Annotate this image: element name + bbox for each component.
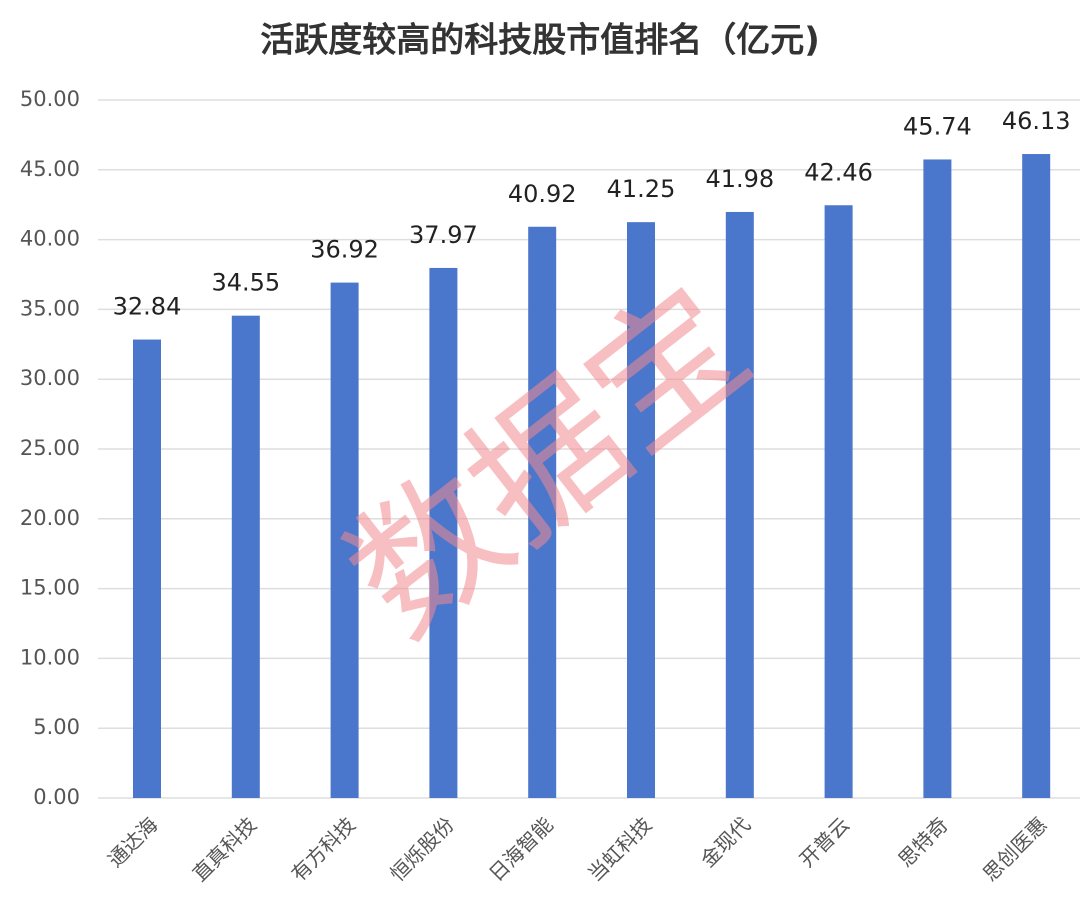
value-label: 46.13 — [1002, 107, 1071, 135]
x-tick-label: 直真科技 — [188, 812, 262, 886]
bar — [627, 222, 655, 798]
x-tick-label: 思创医惠 — [978, 812, 1052, 886]
y-tick-label: 0.00 — [33, 785, 80, 809]
x-tick-label: 金现代 — [696, 812, 755, 871]
value-label: 32.84 — [113, 293, 182, 321]
y-tick-label: 40.00 — [20, 227, 80, 251]
x-tick-label: 恒烁股份 — [385, 812, 459, 886]
value-label: 42.46 — [804, 158, 873, 186]
bar — [528, 226, 557, 798]
bar — [1022, 154, 1051, 798]
y-tick-label: 50.00 — [20, 87, 80, 111]
chart-title: 活跃度较高的科技股市值排名（亿元) — [260, 21, 820, 61]
x-tick-label: 有方科技 — [286, 812, 360, 886]
y-tick-label: 20.00 — [20, 506, 80, 530]
y-tick-label: 35.00 — [20, 296, 80, 320]
bar — [133, 339, 161, 798]
bar — [923, 159, 952, 798]
x-tick-label: 思特奇 — [893, 812, 952, 871]
x-tick-label: 日海智能 — [484, 812, 558, 886]
bar — [725, 211, 754, 798]
x-tick-label: 开普云 — [795, 812, 854, 871]
value-label: 40.92 — [508, 180, 577, 208]
x-tick-label: 通达海 — [103, 812, 162, 871]
bar — [429, 267, 458, 798]
y-tick-label: 5.00 — [33, 715, 80, 739]
bar — [330, 282, 359, 798]
y-tick-label: 45.00 — [20, 157, 80, 181]
value-label: 37.97 — [409, 221, 478, 249]
bar — [231, 315, 260, 798]
value-label: 41.25 — [607, 175, 676, 203]
y-tick-label: 25.00 — [20, 436, 80, 460]
y-tick-label: 30.00 — [20, 366, 80, 390]
value-label: 45.74 — [903, 112, 972, 140]
y-tick-label: 15.00 — [20, 576, 80, 600]
bar — [824, 205, 853, 798]
value-label: 34.55 — [211, 269, 280, 297]
y-tick-label: 10.00 — [20, 645, 80, 669]
x-tick-label: 当虹科技 — [583, 812, 657, 886]
value-label: 41.98 — [705, 165, 774, 193]
value-label: 36.92 — [310, 236, 379, 264]
